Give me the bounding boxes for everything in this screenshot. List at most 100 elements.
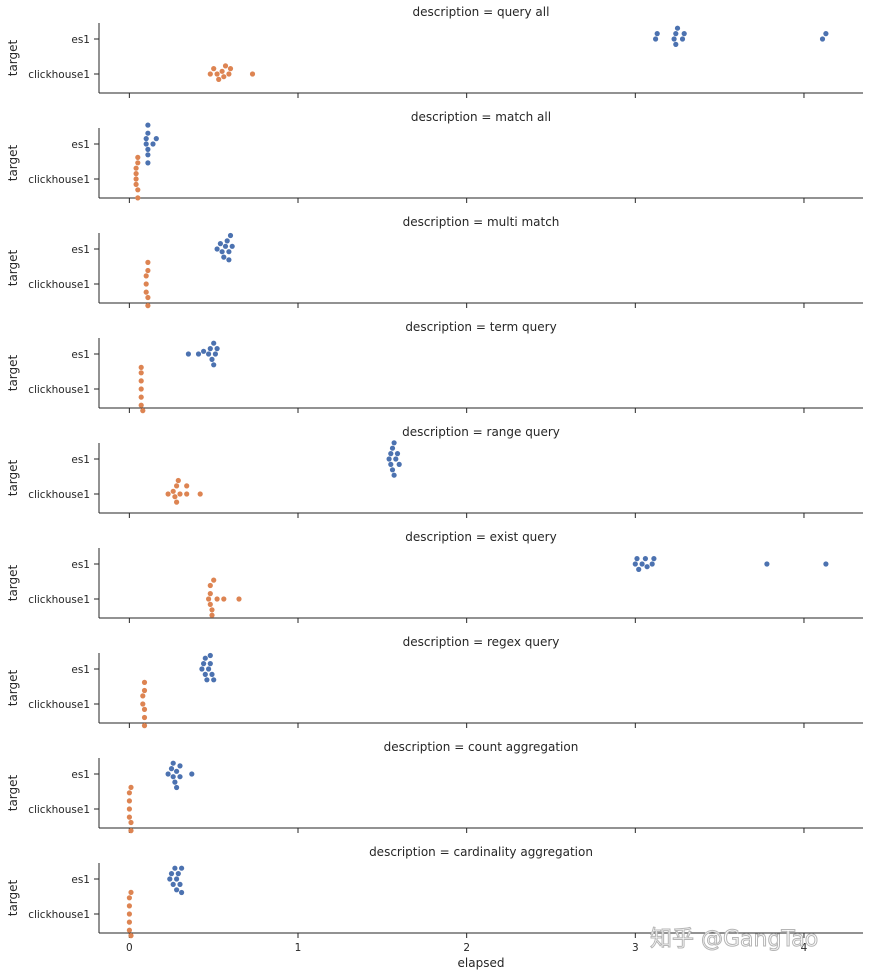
point-clickhouse1 — [140, 701, 146, 707]
point-es1 — [165, 771, 171, 777]
point-es1 — [391, 472, 397, 478]
point-es1 — [634, 556, 640, 562]
point-es1 — [202, 671, 208, 678]
y-tick-label-clickhouse1: clickhouse1 — [28, 909, 90, 921]
point-clickhouse1 — [214, 596, 220, 602]
point-es1 — [224, 238, 230, 244]
panel-title: description = term query — [405, 320, 556, 334]
point-clickhouse1 — [138, 394, 144, 400]
point-es1 — [189, 771, 195, 777]
point-clickhouse1 — [145, 294, 151, 301]
point-clickhouse1 — [128, 828, 134, 834]
point-clickhouse1 — [138, 378, 144, 384]
point-es1 — [391, 440, 397, 446]
point-es1 — [671, 36, 677, 42]
panel-title: description = regex query — [403, 635, 560, 649]
panel-query-all: description = query all target es1 clickhou… — [6, 5, 863, 98]
point-clickhouse1 — [133, 165, 139, 171]
y-tick-label-clickhouse1: clickhouse1 — [28, 174, 90, 186]
point-clickhouse1 — [126, 927, 132, 933]
panel-title: description = cardinality aggregation — [369, 845, 593, 859]
point-clickhouse1 — [135, 187, 141, 193]
point-es1 — [211, 677, 217, 683]
point-es1 — [204, 677, 210, 683]
point-clickhouse1 — [207, 582, 213, 589]
point-es1 — [217, 241, 223, 247]
point-es1 — [388, 451, 394, 457]
y-axis-label: target — [6, 39, 20, 76]
point-es1 — [172, 779, 178, 785]
point-es1 — [207, 652, 213, 659]
point-clickhouse1 — [133, 176, 139, 182]
point-clickhouse1 — [174, 483, 180, 489]
point-es1 — [636, 566, 642, 573]
point-es1 — [145, 146, 151, 152]
point-es1 — [179, 865, 185, 871]
point-es1 — [201, 661, 207, 667]
point-es1 — [642, 556, 649, 562]
y-tick-label-es1: es1 — [71, 559, 90, 571]
point-clickhouse1 — [174, 499, 180, 505]
point-es1 — [145, 130, 151, 136]
point-clickhouse1 — [128, 784, 134, 791]
panel-title: description = range query — [402, 425, 560, 439]
point-es1 — [174, 784, 180, 791]
point-es1 — [386, 456, 392, 462]
y-tick-label-es1: es1 — [71, 769, 90, 781]
y-axis-label: target — [6, 564, 20, 601]
y-axis-label: target — [6, 354, 20, 391]
panel-title: description = count aggregation — [384, 740, 579, 754]
point-es1 — [673, 41, 679, 48]
x-tick-label: 4 — [801, 942, 808, 954]
point-clickhouse1 — [175, 477, 181, 484]
point-clickhouse1 — [126, 798, 132, 804]
point-es1 — [201, 348, 207, 354]
point-clickhouse1 — [249, 71, 256, 77]
point-es1 — [226, 257, 232, 263]
point-clickhouse1 — [128, 933, 134, 939]
y-tick-label-es1: es1 — [71, 349, 90, 361]
point-clickhouse1 — [141, 706, 148, 713]
point-clickhouse1 — [216, 76, 222, 82]
point-es1 — [168, 766, 175, 772]
point-es1 — [644, 564, 650, 570]
y-axis-label: target — [6, 879, 20, 916]
point-clickhouse1 — [206, 596, 212, 602]
point-es1 — [227, 232, 234, 239]
point-clickhouse1 — [207, 71, 213, 77]
panel-exist-query: description = exist query target es1 clickh… — [6, 530, 863, 623]
point-es1 — [389, 445, 396, 451]
point-clickhouse1 — [135, 195, 141, 201]
point-es1 — [195, 351, 202, 357]
point-es1 — [393, 456, 399, 462]
point-clickhouse1 — [138, 402, 144, 408]
y-tick-label-es1: es1 — [71, 454, 90, 466]
point-es1 — [389, 467, 396, 473]
y-tick-label-clickhouse1: clickhouse1 — [28, 804, 90, 816]
point-clickhouse1 — [133, 181, 139, 187]
point-es1 — [681, 30, 687, 37]
y-tick-label-es1: es1 — [71, 244, 90, 256]
point-es1 — [177, 774, 183, 780]
point-clickhouse1 — [211, 66, 217, 72]
point-es1 — [153, 136, 159, 142]
point-es1 — [143, 136, 149, 142]
x-tick-label: 3 — [632, 942, 639, 954]
point-es1 — [170, 881, 176, 888]
y-tick-label-clickhouse1: clickhouse1 — [28, 489, 90, 501]
point-es1 — [226, 249, 232, 255]
point-es1 — [212, 351, 218, 357]
point-es1 — [214, 246, 220, 252]
watermark: 知乎 @GangTao — [650, 927, 818, 952]
point-es1 — [145, 160, 151, 166]
point-es1 — [174, 887, 180, 893]
point-clickhouse1 — [128, 819, 134, 826]
point-clickhouse1 — [138, 370, 144, 376]
point-clickhouse1 — [143, 289, 149, 295]
point-es1 — [653, 36, 659, 42]
panel-title: description = multi match — [403, 215, 560, 229]
point-es1 — [388, 461, 394, 467]
point-es1 — [222, 243, 229, 249]
point-es1 — [168, 871, 175, 877]
point-clickhouse1 — [138, 364, 144, 370]
